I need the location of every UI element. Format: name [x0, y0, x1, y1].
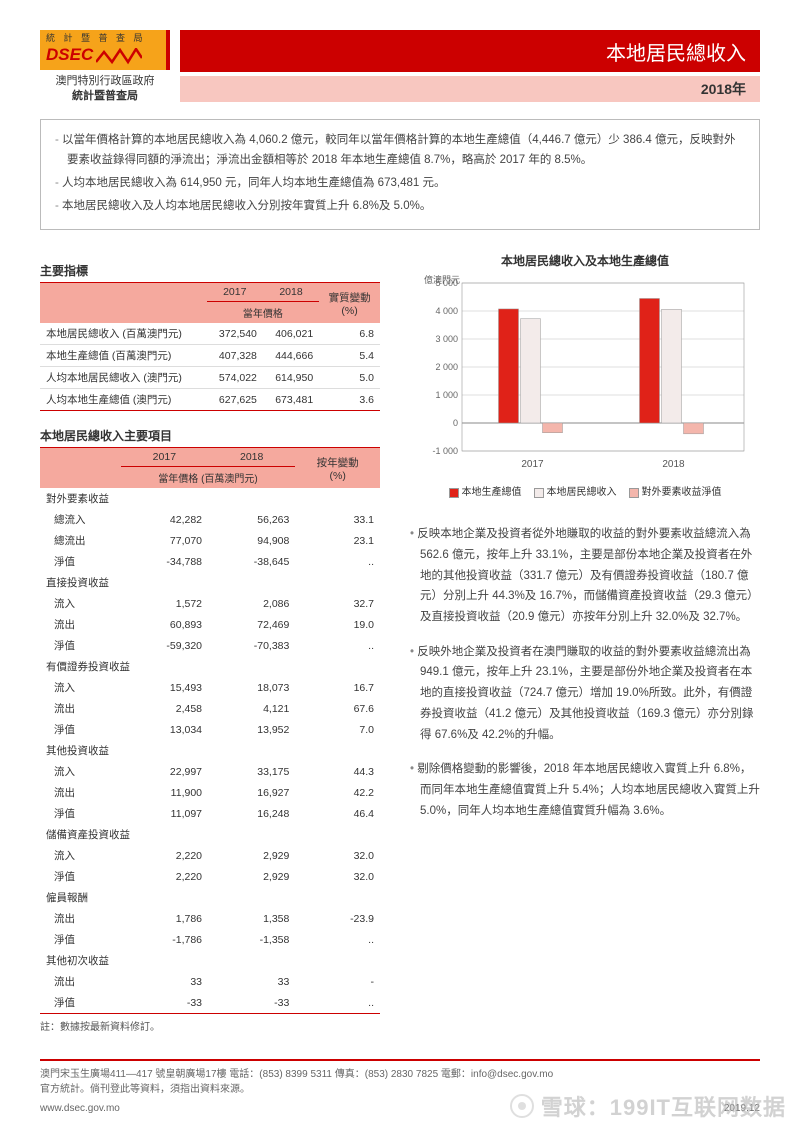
- gov-name: 澳門特別行政區政府 統計暨普查局: [40, 74, 170, 103]
- table2-title: 本地居民總收入主要項目: [40, 427, 380, 444]
- summary-line: 本地居民總收入及人均本地居民總收入分別按年實質上升 6.8%及 5.0%。: [55, 196, 745, 216]
- table-row: 流出3333-: [40, 971, 380, 992]
- table2-note: 註：數據按最新資料修訂。: [40, 1018, 380, 1033]
- table-row: 淨值2,2202,92932.0: [40, 866, 380, 887]
- svg-text:2017: 2017: [521, 459, 544, 470]
- table-row: 淨值-34,788-38,645..: [40, 551, 380, 572]
- table-row: 流出1,7861,358-23.9: [40, 908, 380, 929]
- svg-text:-1 000: -1 000: [432, 446, 458, 456]
- table-group-header: 有價證券投資收益: [40, 656, 380, 677]
- table-row: 流出60,89372,46919.0: [40, 614, 380, 635]
- footer-note: 官方統計。倘刊登此等資料，須指出資料來源。: [40, 1082, 760, 1097]
- commentary-item: 剔除價格變動的影響後，2018 年本地居民總收入實質上升 6.8%，而同年本地生…: [410, 759, 760, 821]
- table-group-header: 其他初次收益: [40, 950, 380, 971]
- table-group-header: 其他投資收益: [40, 740, 380, 761]
- page-year: 2018年: [180, 76, 760, 102]
- chart-title: 本地居民總收入及本地生產總值: [410, 252, 760, 269]
- footer: 澳門宋玉生廣場411—417 號皇朝廣場17樓 電話：(853) 8399 53…: [40, 1059, 760, 1116]
- legend-item: 本地居民總收入: [534, 483, 617, 498]
- summary-line: 人均本地居民總收入為 614,950 元，同年人均本地生產總值為 673,481…: [55, 173, 745, 193]
- header: 統 計 暨 普 查 局 DSEC 澳門特別行政區政府 統計暨普查局 本地居民總收…: [40, 30, 760, 103]
- table-row: 流入22,99733,17544.3: [40, 761, 380, 782]
- table-row: 流出11,90016,92742.2: [40, 782, 380, 803]
- table-row: 總流入42,28256,26333.1: [40, 509, 380, 530]
- table-row: 人均本地居民總收入 (澳門元)574,022614,9505.0: [40, 367, 380, 389]
- key-indicators-table: 2017 2018 實質變動 (%) 當年價格 本地居民總收入 (百萬澳門元)3…: [40, 282, 380, 411]
- bureau-name: 統 計 暨 普 查 局: [46, 34, 160, 44]
- footer-address: 澳門宋玉生廣場411—417 號皇朝廣場17樓 電話：(853) 8399 53…: [40, 1067, 760, 1082]
- table-row: 淨值-59,320-70,383..: [40, 635, 380, 656]
- summary-box: 以當年價格計算的本地居民總收入為 4,060.2 億元，較同年以當年價格計算的本…: [40, 119, 760, 231]
- svg-text:3 000: 3 000: [435, 334, 458, 344]
- dsec-abbrev: DSEC: [46, 46, 93, 65]
- table-row: 流入2,2202,92932.0: [40, 845, 380, 866]
- table-group-header: 對外要素收益: [40, 488, 380, 509]
- table-row: 流入15,49318,07316.7: [40, 677, 380, 698]
- table1-title: 主要指標: [40, 262, 380, 279]
- table-group-header: 直接投資收益: [40, 572, 380, 593]
- legend-item: 對外要素收益淨值: [629, 483, 722, 498]
- commentary-item: 反映外地企業及投資者在澳門賺取的收益的對外要素收益總流出為 949.1 億元，按…: [410, 642, 760, 745]
- table-row: 總流出77,07094,90823.1: [40, 530, 380, 551]
- table-row: 人均本地生產總值 (澳門元)627,625673,4813.6: [40, 389, 380, 411]
- legend-item: 本地生產總值: [449, 483, 522, 498]
- table-row: 流出2,4584,12167.6: [40, 698, 380, 719]
- svg-text:4 000: 4 000: [435, 306, 458, 316]
- table-group-header: 僱員報酬: [40, 887, 380, 908]
- summary-line: 以當年價格計算的本地居民總收入為 4,060.2 億元，較同年以當年價格計算的本…: [55, 130, 745, 170]
- table-row: 淨值13,03413,9527.0: [40, 719, 380, 740]
- logo-block: 統 計 暨 普 查 局 DSEC 澳門特別行政區政府 統計暨普查局: [40, 30, 170, 103]
- logo-mark-icon: [96, 48, 142, 66]
- dsec-logo: 統 計 暨 普 查 局 DSEC: [40, 30, 170, 70]
- page-title: 本地居民總收入: [180, 30, 760, 72]
- table-group-header: 儲備資產投資收益: [40, 824, 380, 845]
- footer-date: 2019.12: [724, 1101, 760, 1116]
- commentary-item: 反映本地企業及投資者從外地賺取的收益的對外要素收益總流入為 562.6 億元，按…: [410, 524, 760, 627]
- svg-text:5 000: 5 000: [435, 278, 458, 288]
- chart-legend: 本地生產總值本地居民總收入對外要素收益淨值: [410, 483, 760, 498]
- svg-text:1 000: 1 000: [435, 390, 458, 400]
- table-row: 流入1,5722,08632.7: [40, 593, 380, 614]
- table-row: 淨值-1,786-1,358..: [40, 929, 380, 950]
- svg-text:0: 0: [453, 418, 458, 428]
- table-row: 本地生產總值 (百萬澳門元)407,328444,6665.4: [40, 345, 380, 367]
- footer-site: www.dsec.gov.mo: [40, 1101, 120, 1116]
- components-table: 2017 2018 按年變動 (%) 當年價格 (百萬澳門元) 對外要素收益總流…: [40, 447, 380, 1014]
- svg-text:2018: 2018: [662, 459, 685, 470]
- table-row: 淨值11,09716,24846.4: [40, 803, 380, 824]
- table-row: 淨值-33-33..: [40, 992, 380, 1014]
- gni-gdp-chart: 億澳門元-1 00001 0002 0003 0004 0005 0002017…: [410, 275, 760, 475]
- svg-text:2 000: 2 000: [435, 362, 458, 372]
- commentary: 反映本地企業及投資者從外地賺取的收益的對外要素收益總流入為 562.6 億元，按…: [410, 524, 760, 821]
- table-row: 本地居民總收入 (百萬澳門元)372,540406,0216.8: [40, 323, 380, 345]
- title-block: 本地居民總收入 2018年: [180, 30, 760, 102]
